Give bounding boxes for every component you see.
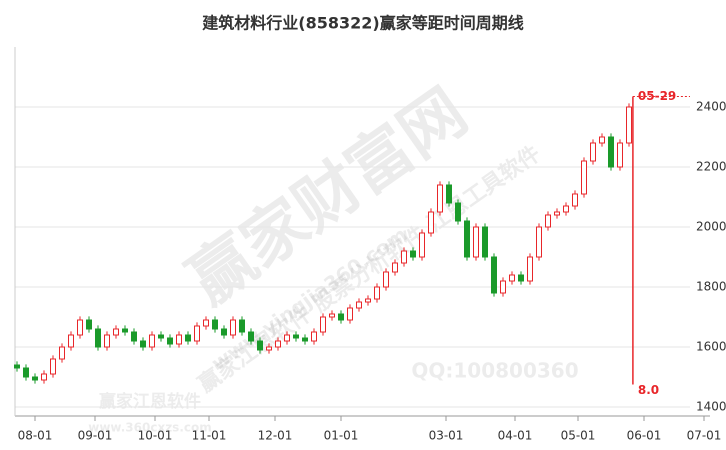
candle-body bbox=[23, 367, 29, 378]
candle-body bbox=[176, 334, 182, 345]
y-tick-label: 2200 bbox=[696, 160, 726, 174]
candle-body bbox=[248, 331, 254, 342]
chart-title: 建筑材料行业(858322)赢家等距时间周期线 bbox=[202, 14, 523, 33]
candle-body bbox=[275, 340, 281, 348]
x-tick-label: 12-01 bbox=[258, 429, 293, 443]
x-tick-label: 08-01 bbox=[18, 429, 53, 443]
candle-body bbox=[158, 334, 164, 339]
candle-body bbox=[563, 205, 569, 213]
candle-body bbox=[77, 319, 83, 336]
candle-body bbox=[257, 340, 263, 351]
candle-body bbox=[464, 220, 470, 258]
candle-body bbox=[437, 184, 443, 213]
candle-body bbox=[311, 331, 317, 342]
candle-body bbox=[212, 319, 218, 330]
candle-body bbox=[455, 202, 461, 222]
y-tick-label: 1800 bbox=[696, 280, 726, 294]
x-tick-label: 04-01 bbox=[498, 429, 533, 443]
candle-body bbox=[230, 319, 236, 336]
candle-body bbox=[473, 226, 479, 258]
candle-body bbox=[392, 262, 398, 273]
candle-body bbox=[599, 136, 605, 144]
y-tick-label: 2000 bbox=[696, 220, 726, 234]
candle-body bbox=[491, 256, 497, 294]
candle-body bbox=[536, 226, 542, 258]
y-tick-label: 1400 bbox=[696, 400, 726, 414]
candle-body bbox=[383, 271, 389, 288]
x-tick-label: 05-01 bbox=[561, 429, 596, 443]
x-tick-label: 01-01 bbox=[324, 429, 359, 443]
candle-body bbox=[419, 232, 425, 258]
watermark: www.360cxzs.com bbox=[88, 421, 212, 435]
x-tick-label: 03-01 bbox=[429, 429, 464, 443]
candle-body bbox=[356, 301, 362, 309]
x-tick-label: 10-01 bbox=[138, 429, 173, 443]
y-tick-label: 2400 bbox=[696, 100, 726, 114]
candle-body bbox=[32, 376, 38, 381]
watermark: 赢家江恩软件 bbox=[99, 391, 201, 412]
candle-body bbox=[554, 211, 560, 216]
x-tick-label: 09-01 bbox=[78, 429, 113, 443]
candle-body bbox=[608, 136, 614, 168]
candle-body bbox=[545, 214, 551, 228]
candle-body bbox=[509, 274, 515, 282]
candle-body bbox=[302, 337, 308, 342]
candle-body bbox=[86, 319, 92, 330]
y-tick-label: 1600 bbox=[696, 340, 726, 354]
candle-body bbox=[122, 328, 128, 333]
x-tick-label: 11-01 bbox=[192, 429, 227, 443]
candle-body bbox=[14, 364, 20, 369]
candle-body bbox=[338, 313, 344, 321]
candle-body bbox=[41, 373, 47, 381]
x-tick-label: 06-01 bbox=[627, 429, 662, 443]
candle-body bbox=[293, 334, 299, 339]
candle-body bbox=[365, 298, 371, 303]
candle-body bbox=[104, 334, 110, 348]
candle-body bbox=[266, 346, 272, 351]
candle-body bbox=[329, 313, 335, 318]
candle-body bbox=[239, 319, 245, 333]
candle-body bbox=[617, 142, 623, 168]
candle-body bbox=[572, 193, 578, 207]
candle-body bbox=[446, 184, 452, 204]
candle-body bbox=[527, 256, 533, 282]
candle-body bbox=[347, 307, 353, 321]
candle-body bbox=[113, 328, 119, 336]
candle-body bbox=[410, 250, 416, 258]
candle-body bbox=[149, 334, 155, 348]
candle-body bbox=[401, 250, 407, 264]
candle-body bbox=[518, 274, 524, 282]
candle-body bbox=[68, 334, 74, 348]
candle-body bbox=[131, 331, 137, 342]
candle-body bbox=[95, 328, 101, 348]
candle-body bbox=[500, 280, 506, 294]
candle-body bbox=[221, 328, 227, 336]
candle-body bbox=[590, 142, 596, 162]
candle-body bbox=[203, 319, 209, 327]
candle-body bbox=[50, 358, 56, 375]
candle-body bbox=[167, 337, 173, 345]
watermark: QQ:100800360 bbox=[411, 359, 578, 383]
candle-body bbox=[320, 316, 326, 333]
candle-body bbox=[194, 325, 200, 342]
candle-body bbox=[626, 106, 632, 144]
candle-body bbox=[428, 211, 434, 234]
candle-body bbox=[482, 226, 488, 258]
candle-body bbox=[374, 286, 380, 300]
candle-body bbox=[59, 346, 65, 360]
candle-body bbox=[581, 160, 587, 195]
candle-body bbox=[140, 340, 146, 348]
candle-body bbox=[185, 334, 191, 342]
x-tick-label: 07-01 bbox=[687, 429, 722, 443]
marker-label: 05-29 bbox=[638, 89, 676, 103]
marker-bottom-label: 8.0 bbox=[638, 383, 659, 397]
candle-body bbox=[284, 334, 290, 342]
